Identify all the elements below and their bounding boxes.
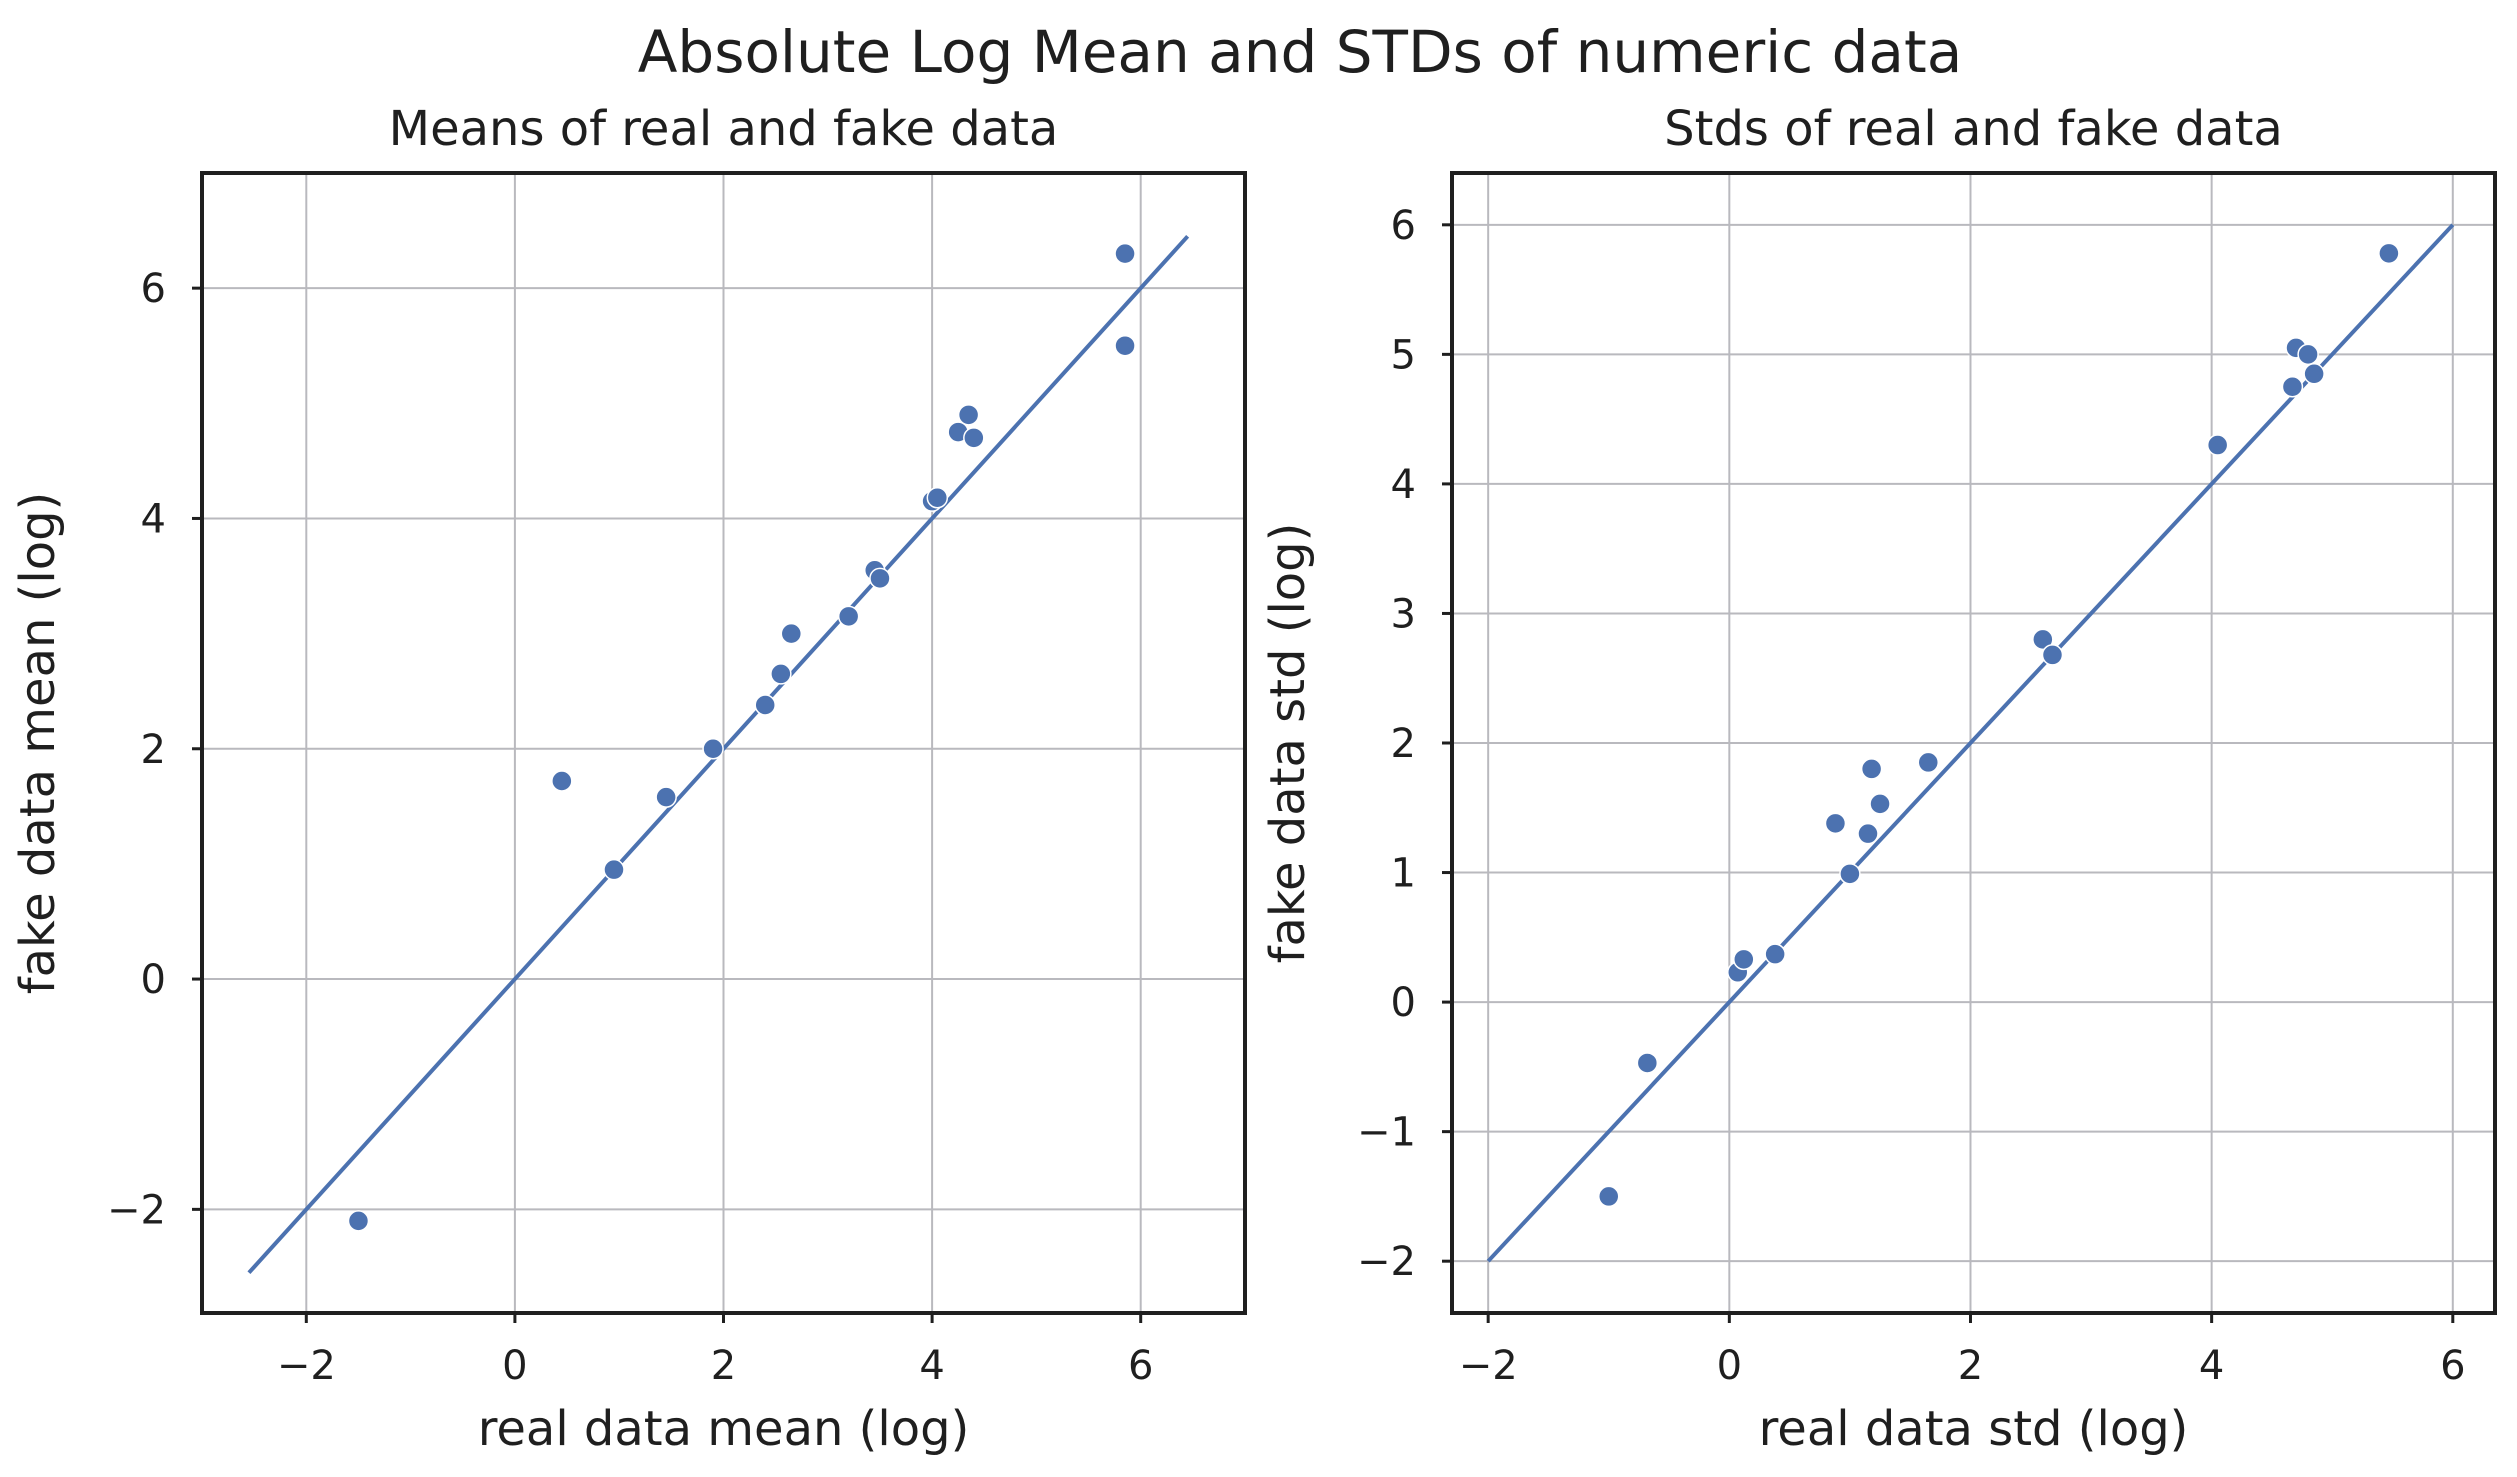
means-chart-title: Means of real and fake data [389,101,1059,157]
means-y-tick-label-3: 4 [141,496,166,542]
means-grid [202,173,1245,1313]
means-x-tick-label-2: 2 [711,1343,736,1389]
stds-y-tick-label-3: 1 [1391,851,1416,897]
means-x-ticks: −2 0 2 4 6 [277,1313,1153,1389]
stds-y-tick-label-2: 0 [1391,980,1416,1026]
stds-reference-line-group [1486,223,2455,1263]
stds-x-tick-label-1: 0 [1717,1343,1742,1389]
stds-x-tick-label-4: 6 [2440,1343,2465,1389]
stds-chart-title: Stds of real and fake data [1664,101,2283,157]
stds-data-point-14 [2281,376,2304,398]
means-data-point-1 [551,770,573,792]
stds-data-point-12 [2041,644,2064,666]
stds-data-point-10 [1917,751,1940,774]
means-data-point-16 [1114,242,1136,265]
stds-data-point-8 [1860,758,1883,780]
stds-data-point-9 [1869,793,1891,815]
figure-title: Absolute Log Mean and STDs of numeric da… [638,18,1963,86]
means-data-point-0 [347,1210,370,1232]
means-x-tick-label-4: 6 [1128,1343,1153,1389]
means-y-tick-label-1: 0 [141,957,166,1003]
stds-data-point-17 [2303,363,2325,385]
means-data-point-17 [1114,334,1136,357]
stds-x-ticks: −2 0 2 4 6 [1459,1313,2466,1389]
stds-y-tick-label-7: 5 [1391,332,1416,378]
stds-data-point-0 [1598,1185,1620,1208]
means-data-point-14 [957,404,980,426]
stds-scatter-panel: Stds of real and fake data real data std… [1260,101,2497,1457]
means-x-tick-label-3: 4 [919,1343,944,1389]
stds-data-point-11 [2032,628,2054,651]
stds-data-point-4 [1764,943,1786,965]
stds-grid [1452,173,2495,1313]
means-data-point-10 [869,567,891,590]
stds-y-tick-label-4: 2 [1391,721,1416,767]
means-data-point-8 [837,605,860,628]
means-data-point-5 [754,694,776,716]
stds-data-point-13 [2206,434,2229,456]
means-data-point-15 [963,427,985,449]
stds-y-tick-label-6: 4 [1391,462,1416,508]
stds-y-tick-label-0: −2 [1357,1239,1416,1285]
means-data-point-12 [926,486,949,509]
means-y-tick-label-2: 2 [141,727,166,773]
means-y-tick-label-0: −2 [107,1187,166,1233]
stds-y-axis-label: fake data std (log) [1260,523,1316,964]
stds-x-tick-label-2: 2 [1958,1343,1983,1389]
stds-y-tick-label-1: −1 [1357,1110,1416,1156]
stds-y-tick-label-5: 3 [1391,591,1416,637]
means-x-tick-label-1: 0 [502,1343,527,1389]
means-y-ticks: −2 0 2 4 6 [107,266,202,1233]
stds-points [1598,242,2400,1208]
means-data-point-7 [780,622,803,645]
means-y-tick-label-4: 6 [141,266,166,312]
means-points [347,242,1136,1232]
means-y-axis-label: fake data mean (log) [10,492,66,995]
means-scatter-panel: Means of real and fake data real data me… [10,101,1247,1457]
stds-data-point-16 [2297,343,2319,366]
stds-data-point-5 [1824,812,1847,835]
stds-x-tick-label-3: 4 [2199,1343,2224,1389]
means-x-tick-label-0: −2 [277,1343,336,1389]
means-data-point-3 [655,786,677,808]
stds-x-tick-label-0: −2 [1459,1343,1518,1389]
stds-data-point-6 [1839,863,1861,885]
stds-data-point-18 [2378,242,2400,265]
means-data-point-4 [702,738,724,760]
stds-data-point-7 [1857,822,1879,845]
stds-y-ticks: −2 −1 0 1 2 3 4 5 6 [1357,203,1452,1285]
stds-y-tick-label-8: 6 [1391,203,1416,249]
stds-data-point-1 [1636,1052,1659,1074]
stds-data-point-3 [1733,948,1755,971]
stds-x-axis-label: real data std (log) [1759,1401,2189,1457]
means-data-point-6 [770,663,792,685]
stds-reference-line [1486,223,2455,1263]
means-x-axis-label: real data mean (log) [478,1401,970,1457]
means-data-point-2 [603,858,625,881]
